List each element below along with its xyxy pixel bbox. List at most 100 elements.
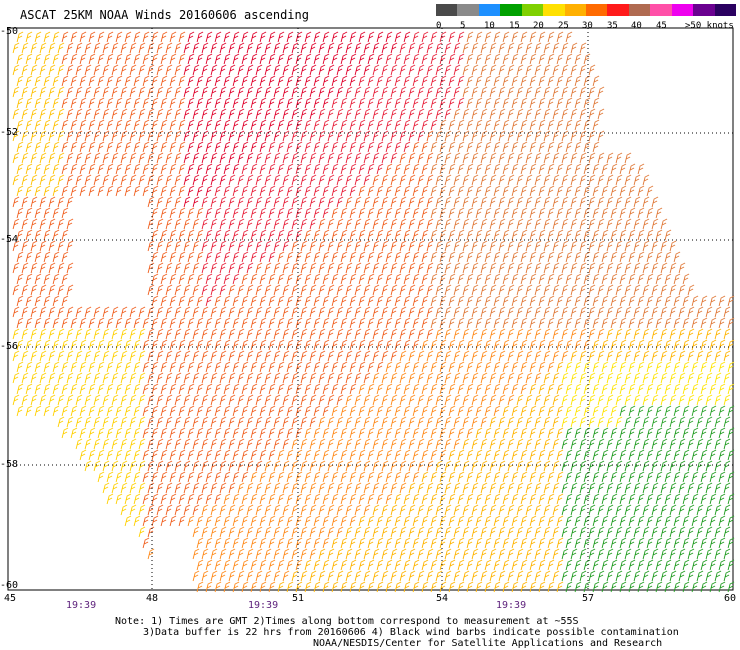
wind-barb (336, 174, 344, 186)
wind-barb (84, 460, 92, 472)
wind-barb (624, 526, 632, 538)
wind-barb (520, 559, 528, 571)
wind-barb (192, 482, 200, 494)
wind-barb (444, 570, 452, 582)
wind-barb (520, 515, 528, 527)
wind-barb (480, 64, 488, 76)
wind-barb (408, 306, 416, 318)
wind-barb (484, 229, 492, 241)
wind-barb (192, 130, 200, 142)
wind-barb (255, 284, 263, 296)
wind-barb (264, 86, 272, 98)
wind-barb (570, 526, 578, 538)
wind-barb (358, 295, 366, 307)
wind-barb (606, 548, 614, 560)
wind-barb (412, 185, 420, 197)
wind-barb (412, 31, 420, 43)
wind-barb (201, 262, 209, 274)
wind-barb (39, 86, 47, 98)
wind-barb (394, 185, 402, 197)
wind-barb (169, 361, 177, 373)
wind-barb (646, 405, 654, 417)
wind-barb (426, 306, 434, 318)
wind-barb (556, 97, 564, 109)
wind-barb (241, 383, 249, 395)
wind-barb (516, 86, 524, 98)
wind-barb (331, 361, 339, 373)
wind-barb (385, 295, 393, 307)
wind-barb (214, 581, 222, 593)
wind-barb (183, 482, 191, 494)
wind-barb (165, 108, 173, 120)
wind-barb (610, 163, 618, 175)
wind-barb (403, 31, 411, 43)
wind-barb (453, 570, 461, 582)
wind-barb (394, 97, 402, 109)
wind-barb (570, 152, 578, 164)
wind-barb (372, 240, 380, 252)
wind-barb (439, 317, 447, 329)
wind-barb (97, 75, 105, 87)
wind-barb (642, 328, 650, 340)
wind-barb (561, 262, 569, 274)
wind-barb (673, 361, 681, 373)
wind-barb (646, 471, 654, 483)
wind-barb (97, 185, 105, 197)
wind-barb (444, 196, 452, 208)
wind-barb (691, 581, 699, 593)
wind-barb (201, 130, 209, 142)
wind-barb (133, 185, 141, 197)
wind-barb (435, 504, 443, 516)
wind-barb (196, 185, 204, 197)
wind-barb (183, 108, 191, 120)
wind-barb (628, 339, 636, 351)
wind-barb (358, 229, 366, 241)
wind-barb (178, 427, 186, 439)
wind-barb (291, 130, 299, 142)
wind-barb (394, 207, 402, 219)
wind-barb (466, 427, 474, 439)
wind-barb (205, 493, 213, 505)
wind-barb (403, 405, 411, 417)
wind-barb (610, 471, 618, 483)
wind-barb (642, 284, 650, 296)
wind-barb (147, 240, 155, 252)
wind-barb (570, 460, 578, 472)
wind-barb (174, 372, 182, 384)
wind-barb (507, 548, 515, 560)
wind-barb (372, 526, 380, 538)
note-line-1: Note: 1) Times are GMT 2)Times along bot… (115, 616, 579, 627)
wind-barb (565, 229, 573, 241)
wind-barb (52, 31, 60, 43)
wind-barb (619, 185, 627, 197)
wind-barb (547, 581, 555, 593)
wind-barb (457, 97, 465, 109)
wind-barb (498, 86, 506, 98)
wind-barb (268, 427, 276, 439)
wind-barb (484, 31, 492, 43)
wind-barb (268, 559, 276, 571)
wind-barb (583, 515, 591, 527)
wind-barb (444, 108, 452, 120)
wind-barb (565, 427, 573, 439)
wind-barb (421, 295, 429, 307)
wind-barb (300, 328, 308, 340)
wind-barb (471, 394, 479, 406)
wind-barb (84, 350, 92, 362)
wind-barb (606, 504, 614, 516)
wind-barb (682, 361, 690, 373)
wind-barb (322, 119, 330, 131)
wind-barb (376, 537, 384, 549)
wind-barb (169, 295, 177, 307)
wind-barb (624, 394, 632, 406)
wind-barb (471, 284, 479, 296)
wind-barb (133, 31, 141, 43)
wind-barb (381, 262, 389, 274)
wind-barb (327, 174, 335, 186)
wind-barb (214, 449, 222, 461)
wind-barb (39, 218, 47, 230)
wind-barb (525, 438, 533, 450)
wind-barb (174, 196, 182, 208)
wind-barb (345, 548, 353, 560)
wind-barb (169, 449, 177, 461)
